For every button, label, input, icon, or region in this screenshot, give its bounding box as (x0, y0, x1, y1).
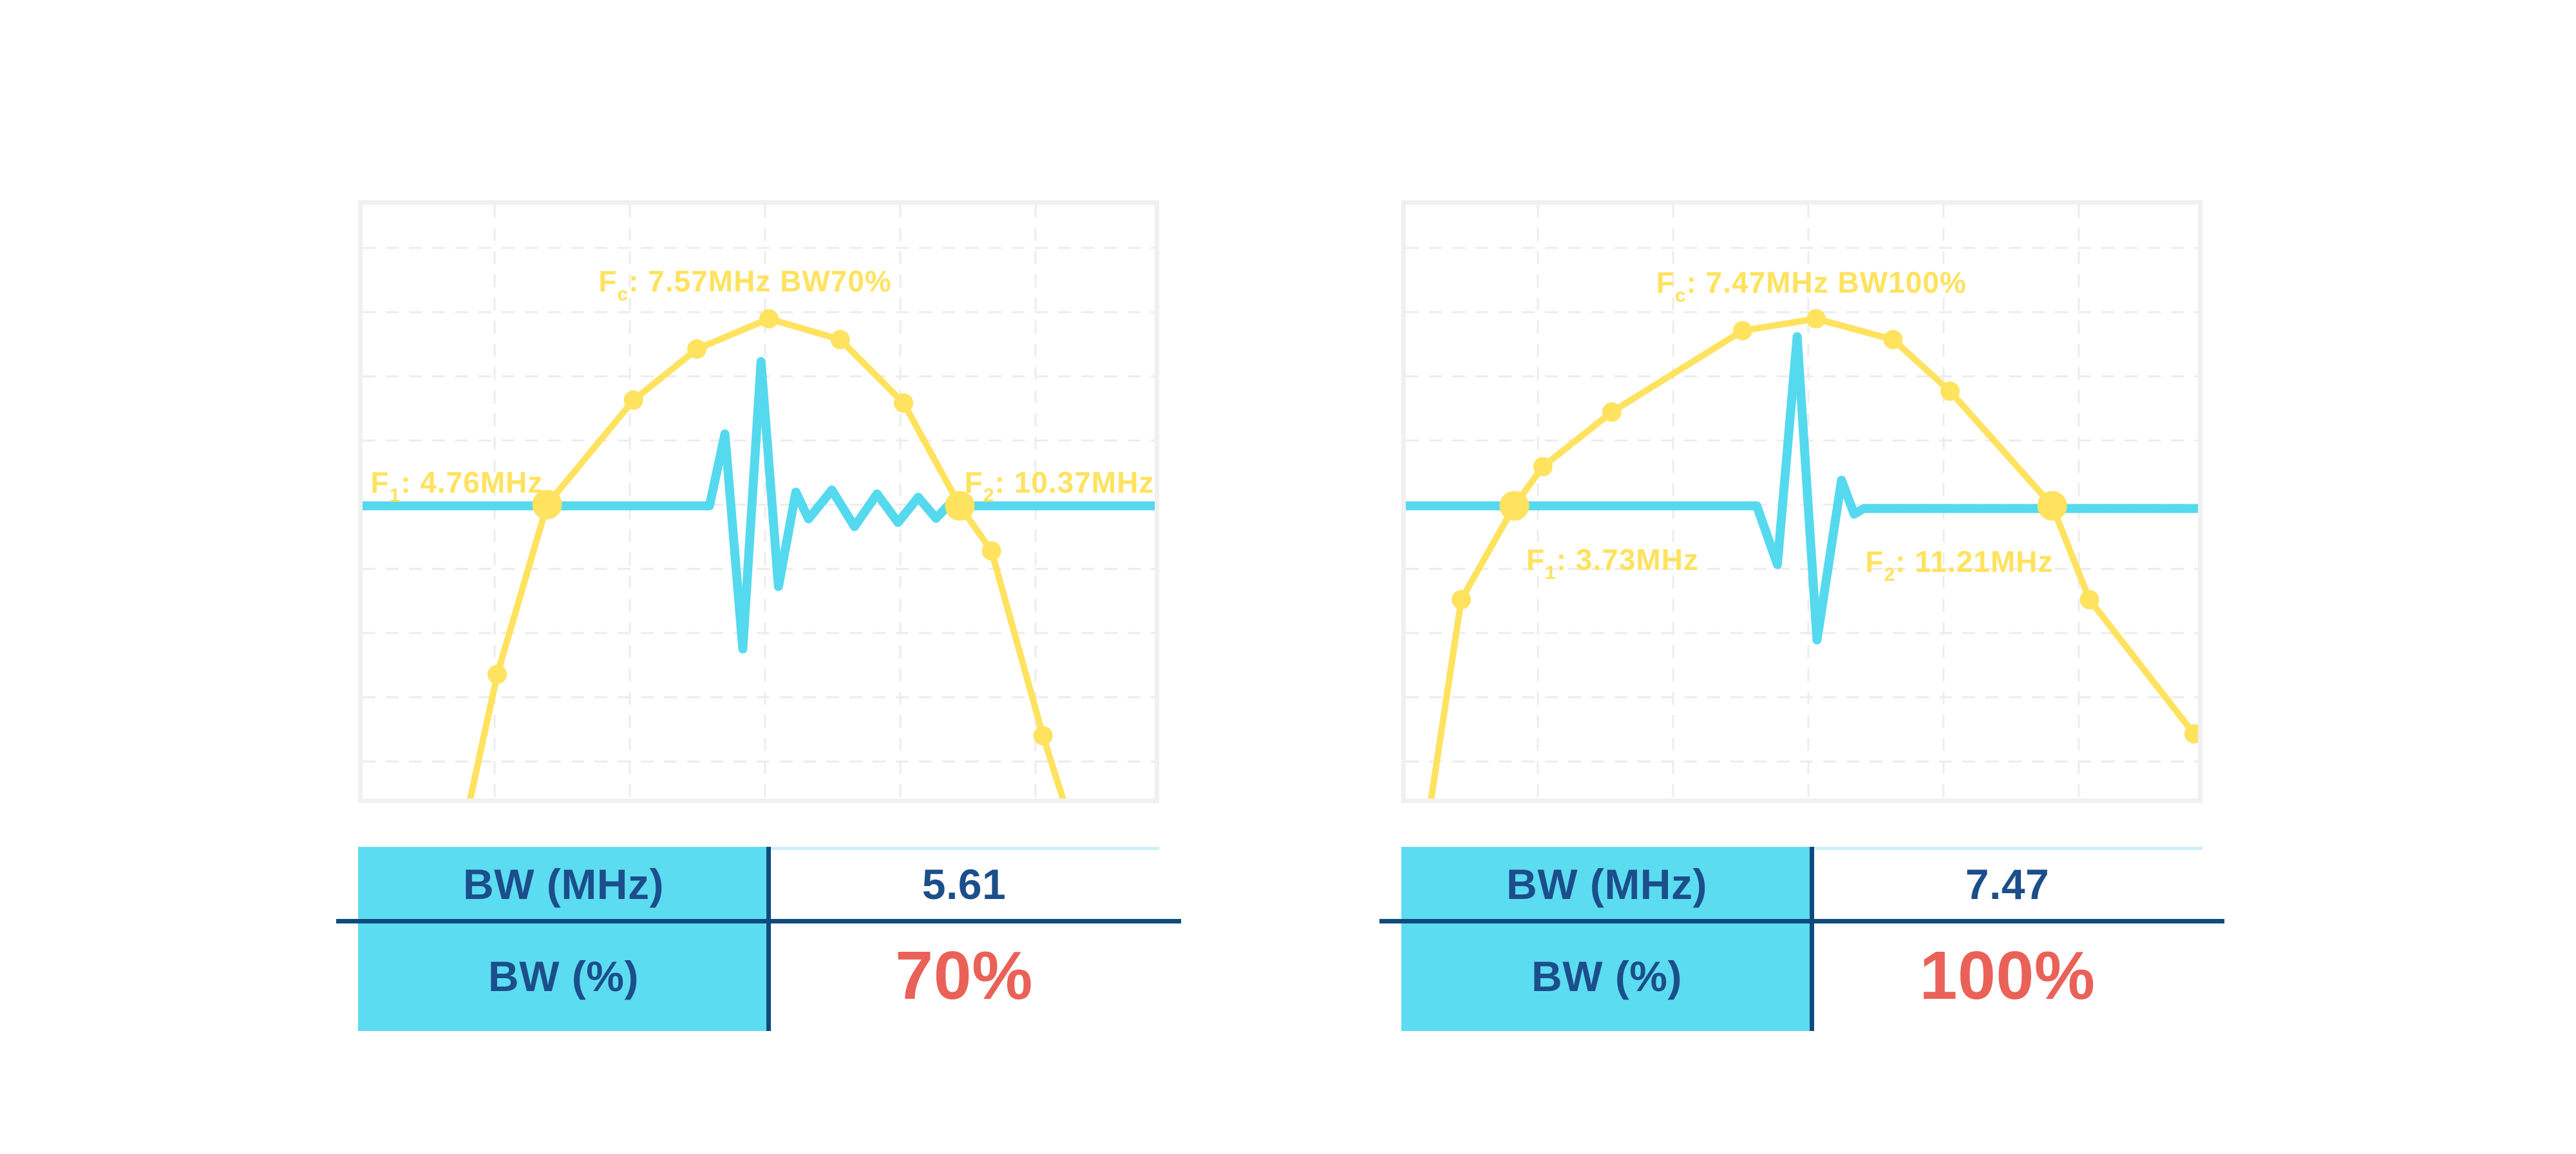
svg-text:F2: 11.21MHz: F2: 11.21MHz (1865, 545, 2053, 585)
bw-percent-value-cell: 70% (895, 938, 1033, 1014)
table-header-column (1401, 847, 1812, 1031)
column-divider-line (766, 847, 771, 1031)
bw-mhz-label-cell: BW (MHz) (1506, 860, 1707, 908)
svg-text:F1: 3.73MHz: F1: 3.73MHz (1526, 543, 1699, 583)
bw-percent-value-cell: 100% (1919, 938, 2096, 1014)
svg-text:Fc: 7.57MHz BW70%: Fc: 7.57MHz BW70% (598, 265, 891, 305)
right-spectrum-chart-svg: Fc: 7.47MHz BW100% F1: 3.73MHz F2: 11.21MH… (1406, 205, 2198, 799)
svg-text:F1: 4.76MHz: F1: 4.76MHz (370, 466, 543, 506)
svg-text:F2: 10.37MHz: F2: 10.37MHz (965, 466, 1155, 506)
left-spectrum-chart: Fc: 7.57MHz BW70% F1: 4.76MHz F2: 10.37MHz (358, 200, 1159, 803)
value-column-top-border-line (1812, 847, 2202, 850)
row-divider-line (1379, 919, 2224, 923)
svg-text:Fc: 7.47MHz BW100%: Fc: 7.47MHz BW100% (1656, 266, 1967, 307)
bw-percent-label-cell: BW (%) (488, 952, 639, 1000)
bw-mhz-label-cell: BW (MHz) (463, 860, 664, 908)
left-bandwidth-table: BW (MHz) 5.61 BW (%) 70% (336, 847, 1181, 1031)
table-header-column (358, 847, 769, 1031)
left-spectrum-chart-svg: Fc: 7.57MHz BW70% F1: 4.76MHz F2: 10.37MHz (363, 205, 1155, 799)
column-divider-line (1810, 847, 1814, 1031)
right-bandwidth-table: BW (MHz) 7.47 BW (%) 100% (1379, 847, 2224, 1031)
row-divider-line (336, 919, 1181, 923)
right-spectrum-chart: Fc: 7.47MHz BW100% F1: 3.73MHz F2: 11.21MH… (1401, 200, 2202, 803)
bw-mhz-value-cell: 7.47 (1965, 860, 2050, 908)
bw-percent-label-cell: BW (%) (1531, 952, 1682, 1000)
bw-mhz-value-cell: 5.61 (922, 860, 1007, 908)
value-column-top-border-line (769, 847, 1159, 850)
